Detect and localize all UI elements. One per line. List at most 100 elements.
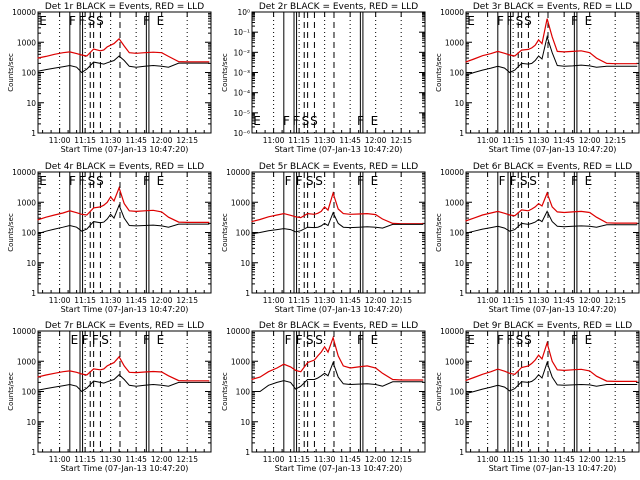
x-tick-label: 11:30 xyxy=(528,296,550,305)
y-axis-label: Counts/sec xyxy=(221,372,229,411)
plot-frame xyxy=(251,11,426,134)
panel-det-4: Det 4r BLACK = Events, RED = LLD 1 10 100 10… xyxy=(7,162,212,314)
flag-label: F xyxy=(510,174,517,188)
panel-det-8: Det 8r BLACK = Events, RED = LLD 1 10 100 10… xyxy=(221,321,426,473)
x-tick-label: 11:45 xyxy=(553,136,575,145)
x-tick-label: 11:00 xyxy=(477,455,499,464)
x-tick-label: 11:15 xyxy=(502,296,524,305)
y-axis-label: Counts/sec xyxy=(435,372,443,411)
x-tick-label: 11:30 xyxy=(100,136,122,145)
y-tick-label: 1000 xyxy=(445,198,464,207)
x-tick-label: 11:00 xyxy=(49,296,71,305)
flag-label: S xyxy=(315,333,323,347)
x-tick-label: 12:15 xyxy=(390,296,412,305)
panel-det-6: Det 6r BLACK = Events, RED = LLD 1 10 100 10… xyxy=(435,162,640,314)
flag-label: F xyxy=(357,333,364,347)
flag-label: F xyxy=(69,14,76,28)
y-tick-label: 10000 xyxy=(12,8,36,17)
x-axis-label: Start Time (07-Jan-13 10:47:20) xyxy=(489,464,617,473)
series-events-line xyxy=(251,361,424,392)
y-tick-label: 1 xyxy=(459,448,464,457)
y-tick-label: 1 xyxy=(459,289,464,298)
y-tick-label: 10⁻⁵ xyxy=(233,109,250,118)
series-events-line xyxy=(465,210,638,234)
x-tick-label: 11:00 xyxy=(263,455,285,464)
flag-label: F xyxy=(357,114,364,128)
flag-label: F xyxy=(92,333,99,347)
x-tick-label: 11:30 xyxy=(314,136,336,145)
y-tick-label: 1000 xyxy=(231,357,250,366)
y-tick-label: 1000 xyxy=(445,38,464,47)
y-tick-label: 100 xyxy=(22,69,37,78)
y-tick-label: 1000 xyxy=(17,357,36,366)
y-tick-label: 10000 xyxy=(440,8,464,17)
x-axis-label: Start Time (07-Jan-13 10:47:20) xyxy=(61,305,189,314)
y-tick-label: 1 xyxy=(459,129,464,138)
series-events-line xyxy=(37,203,210,235)
panel-det-3: Det 3r BLACK = Events, RED = LLD 1 10 100 10… xyxy=(435,2,640,154)
y-tick-label: 10 xyxy=(454,259,464,268)
y-tick-label: 1 xyxy=(245,448,250,457)
y-tick-label: 10 xyxy=(26,99,36,108)
y-tick-label: 100 xyxy=(22,388,37,397)
flag-label: E xyxy=(157,174,165,188)
y-tick-label: 100 xyxy=(236,229,251,238)
flag-label: E xyxy=(157,14,165,28)
x-tick-label: 11:45 xyxy=(339,296,361,305)
flag-label: F xyxy=(497,333,504,347)
y-tick-label: 10 xyxy=(454,418,464,427)
series-lld-line xyxy=(465,340,638,382)
flag-label: E xyxy=(585,174,593,188)
x-tick-label: 12:00 xyxy=(365,455,387,464)
x-tick-label: 12:15 xyxy=(176,455,198,464)
y-tick-label: 100 xyxy=(450,69,465,78)
panel-title: Det 2r BLACK = Events, RED = LLD xyxy=(259,2,418,12)
flag-label: F xyxy=(571,333,578,347)
x-tick-label: 11:45 xyxy=(125,136,147,145)
y-tick-label: 100 xyxy=(450,229,465,238)
flag-label: F xyxy=(292,114,299,128)
x-tick-label: 11:00 xyxy=(477,136,499,145)
series-lld-line xyxy=(251,335,424,381)
flag-label: S xyxy=(96,174,104,188)
y-tick-label: 10 xyxy=(240,259,250,268)
y-tick-label: 10⁰ xyxy=(237,8,250,17)
flag-label: S xyxy=(101,333,109,347)
x-tick-label: 11:00 xyxy=(263,136,285,145)
flag-label: E xyxy=(39,174,47,188)
flag-label: F xyxy=(143,14,150,28)
panel-title: Det 4r BLACK = Events, RED = LLD xyxy=(45,162,204,172)
y-tick-label: 10⁻¹ xyxy=(233,28,250,37)
y-axis-label: Counts/sec xyxy=(435,53,443,92)
flag-label: E xyxy=(467,333,475,347)
flag-label: S xyxy=(524,14,532,28)
plot-frame xyxy=(37,330,212,453)
series-lld-line xyxy=(251,191,424,225)
x-tick-label: 12:00 xyxy=(151,455,173,464)
x-tick-label: 11:45 xyxy=(339,136,361,145)
x-tick-label: 11:00 xyxy=(263,296,285,305)
flag-label: S xyxy=(302,114,310,128)
x-tick-label: 12:15 xyxy=(390,455,412,464)
x-tick-label: 11:00 xyxy=(477,296,499,305)
series-lld-line xyxy=(37,186,210,223)
flag-label: S xyxy=(516,14,524,28)
y-tick-label: 10⁻² xyxy=(233,48,250,57)
y-tick-label: 10000 xyxy=(226,327,250,336)
y-axis-label: Counts/sec xyxy=(7,372,15,411)
x-axis-label: Start Time (07-Jan-13 10:47:20) xyxy=(61,145,189,154)
x-axis-label: Start Time (07-Jan-13 10:47:20) xyxy=(61,464,189,473)
series-events-line xyxy=(465,35,638,76)
y-tick-label: 100 xyxy=(22,229,37,238)
y-tick-label: 10000 xyxy=(226,168,250,177)
y-tick-label: 10 xyxy=(26,259,36,268)
y-tick-label: 100 xyxy=(450,388,465,397)
series-events-line xyxy=(251,211,424,235)
y-tick-label: 10⁻⁴ xyxy=(233,89,250,98)
flag-label: S xyxy=(306,174,314,188)
x-tick-label: 12:00 xyxy=(151,296,173,305)
y-axis-label: Counts/sec xyxy=(7,213,15,252)
x-tick-label: 12:15 xyxy=(176,296,198,305)
x-tick-label: 12:15 xyxy=(390,136,412,145)
flag-label: S xyxy=(88,14,96,28)
